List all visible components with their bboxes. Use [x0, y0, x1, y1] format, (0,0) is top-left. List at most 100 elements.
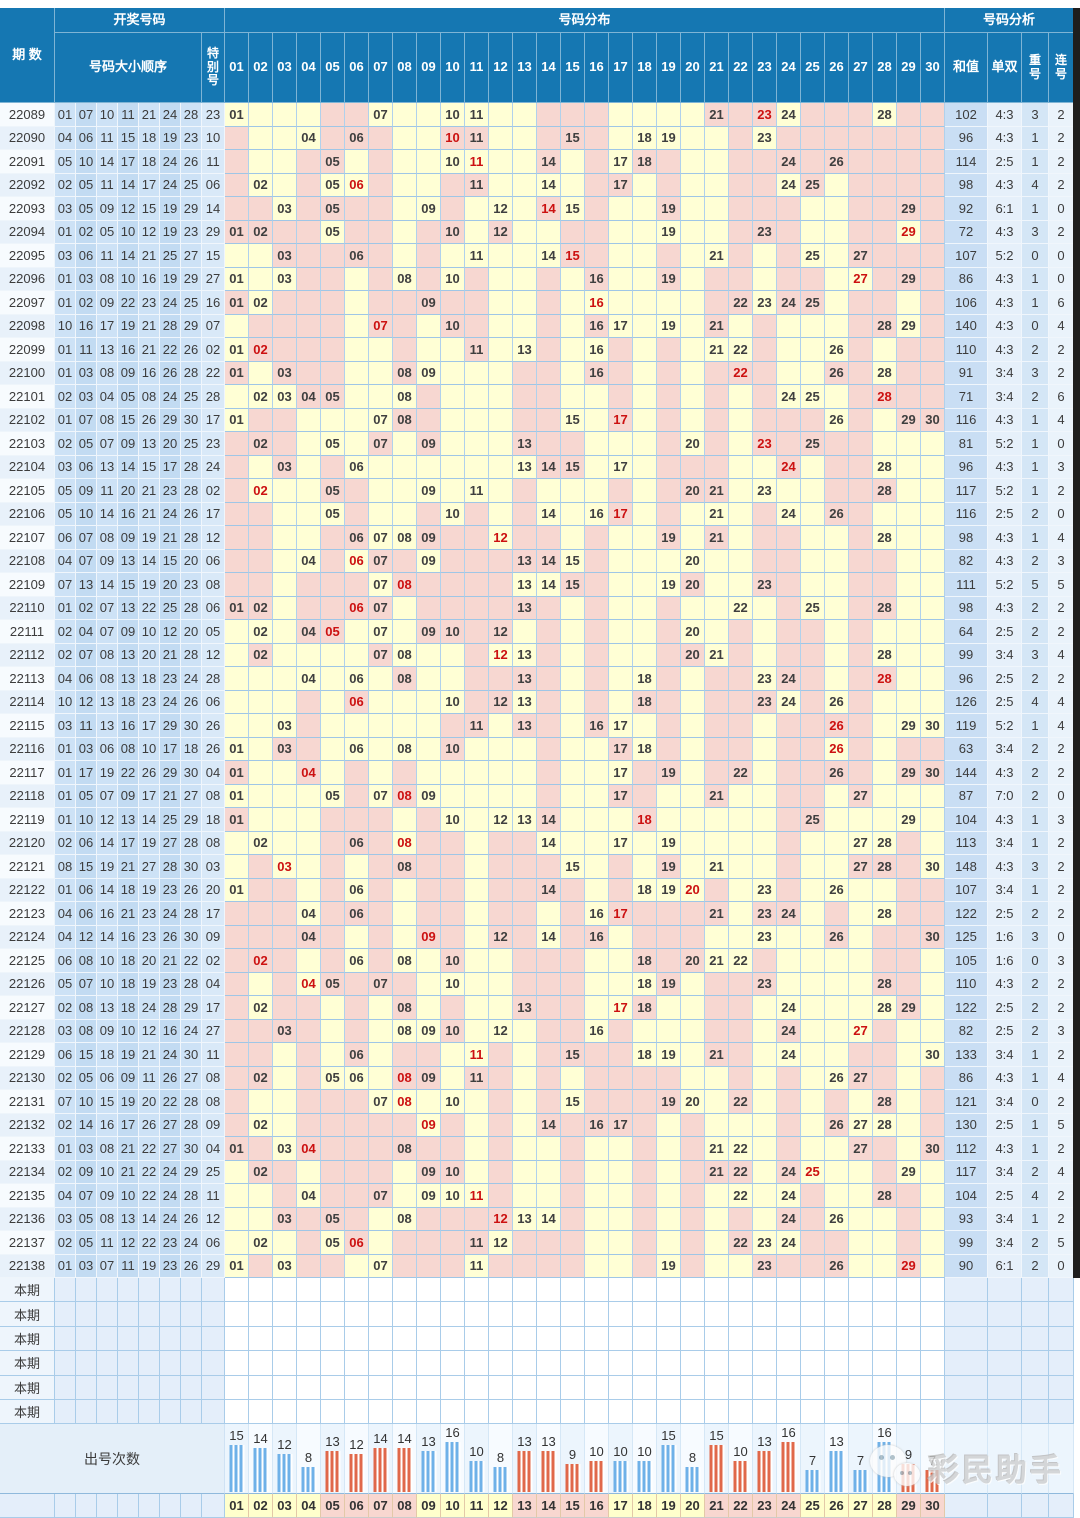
grid-cell: 28 — [873, 831, 897, 855]
grid-cell — [681, 761, 705, 785]
grid-cell — [681, 714, 705, 738]
grid-cell — [225, 902, 249, 926]
pending-grid-cell — [393, 1351, 417, 1376]
grid-cell — [657, 714, 681, 738]
grid-cell: 18 — [633, 150, 657, 174]
repeat-count-cell: 1 — [1022, 1137, 1049, 1161]
drawn-number-cell: 03 — [76, 1254, 97, 1278]
grid-cell — [681, 996, 705, 1020]
frequency-bar — [565, 1464, 580, 1493]
frequency-value: 8 — [688, 1450, 697, 1466]
pending-grid-cell — [849, 1399, 873, 1425]
grid-cell — [777, 267, 801, 291]
pending-grid-cell — [393, 1278, 417, 1303]
grid-cell — [489, 1090, 513, 1114]
grid-cell — [897, 173, 921, 197]
grid-cell: 10 — [441, 502, 465, 526]
pending-number-cell — [181, 1399, 202, 1425]
drawn-number-cell: 13 — [118, 596, 139, 620]
drawn-number-cell: 06 — [76, 455, 97, 479]
drawn-number-cell: 20 — [160, 432, 181, 456]
grid-cell — [369, 244, 393, 268]
grid-cell — [225, 126, 249, 150]
grid-cell: 02 — [249, 620, 273, 644]
grid-cell — [465, 1019, 489, 1043]
grid-cell: 16 — [585, 714, 609, 738]
grid-cell: 11 — [465, 1231, 489, 1255]
frequency-value: 8 — [304, 1450, 313, 1466]
header-grid-col-05: 05 — [321, 33, 345, 103]
grid-cell — [561, 1137, 585, 1161]
grid-cell — [657, 784, 681, 808]
grid-cell — [537, 643, 561, 667]
grid-cell: 04 — [297, 1137, 321, 1161]
pending-grid-cell — [873, 1278, 897, 1303]
grid-cell — [393, 714, 417, 738]
grid-cell — [729, 220, 753, 244]
repeat-count-cell: 3 — [1022, 855, 1049, 879]
pending-grid-cell — [825, 1326, 849, 1352]
grid-cell — [729, 831, 753, 855]
pending-grid-cell — [465, 1399, 489, 1425]
grid-cell — [417, 831, 441, 855]
consecutive-count-cell: 4 — [1049, 408, 1074, 432]
pending-grid-cell — [489, 1302, 513, 1327]
grid-cell — [801, 643, 825, 667]
pending-grid-cell — [537, 1375, 561, 1400]
pending-grid-cell — [417, 1375, 441, 1400]
grid-cell — [249, 1137, 273, 1161]
table-row: 22115 03 11 13 16 17 29 30 26 03 11 13 16 17 26 29 30 119… — [0, 714, 1074, 738]
period-cell: 22133 — [0, 1137, 55, 1161]
period-cell: 22109 — [0, 573, 55, 597]
sum-cell: 96 — [945, 126, 988, 150]
grid-cell: 26 — [825, 925, 849, 949]
header-col-row: 号码大小顺序特 别 号 01 02 03 04 05 06 07 08 09 10 11 12 13 14 1… — [55, 33, 1074, 103]
grid-cell — [489, 855, 513, 879]
grid-cell — [297, 408, 321, 432]
grid-cell — [633, 244, 657, 268]
grid-cell: 28 — [873, 361, 897, 385]
header-grid-col-28: 28 — [873, 33, 897, 103]
grid-cell: 27 — [849, 1137, 873, 1161]
grid-cell: 03 — [273, 1207, 297, 1231]
grid-cell — [801, 455, 825, 479]
repeat-count-cell: 3 — [1022, 643, 1049, 667]
table-row: 22116 01 03 06 08 10 17 18 26 01 03 06 08 10 17 18 26 63 3… — [0, 737, 1074, 761]
grid-cell — [729, 502, 753, 526]
grid-cell — [777, 808, 801, 832]
grid-cell: 13 — [513, 338, 537, 362]
grid-cell — [393, 878, 417, 902]
grid-cell — [393, 1254, 417, 1278]
drawn-number-cell: 24 — [160, 1160, 181, 1184]
drawn-number-cell: 12 — [76, 690, 97, 714]
drawn-number-cell: 21 — [118, 1137, 139, 1161]
axis-number-cell: 01 — [225, 1494, 249, 1518]
vertical-scrollbar[interactable] — [1073, 8, 1080, 1278]
grid-cell: 29 — [897, 761, 921, 785]
grid-cell — [345, 996, 369, 1020]
header-grid-col-29: 29 — [897, 33, 921, 103]
pending-grid-cell — [561, 1375, 585, 1400]
grid-cell — [369, 197, 393, 221]
grid-cell: 26 — [825, 361, 849, 385]
drawn-number-cell: 14 — [118, 244, 139, 268]
grid-cell — [921, 620, 945, 644]
grid-cell — [873, 1066, 897, 1090]
pending-sum-cell — [945, 1326, 988, 1352]
grid-cell — [921, 949, 945, 973]
grid-cell — [297, 267, 321, 291]
grid-cell: 17 — [609, 455, 633, 479]
grid-cell — [633, 385, 657, 409]
drawn-number-cell: 02 — [55, 1160, 76, 1184]
header-grid-col-02: 02 — [249, 33, 273, 103]
drawn-number-cell: 07 — [97, 620, 118, 644]
pending-grid-cell — [561, 1351, 585, 1376]
grid-cell — [369, 878, 393, 902]
grid-cell — [369, 338, 393, 362]
grid-cell — [225, 479, 249, 503]
pending-grid-cell — [609, 1351, 633, 1376]
grid-cell — [825, 902, 849, 926]
period-cell: 22122 — [0, 878, 55, 902]
grid-cell: 06 — [345, 455, 369, 479]
grid-cell: 07 — [369, 596, 393, 620]
